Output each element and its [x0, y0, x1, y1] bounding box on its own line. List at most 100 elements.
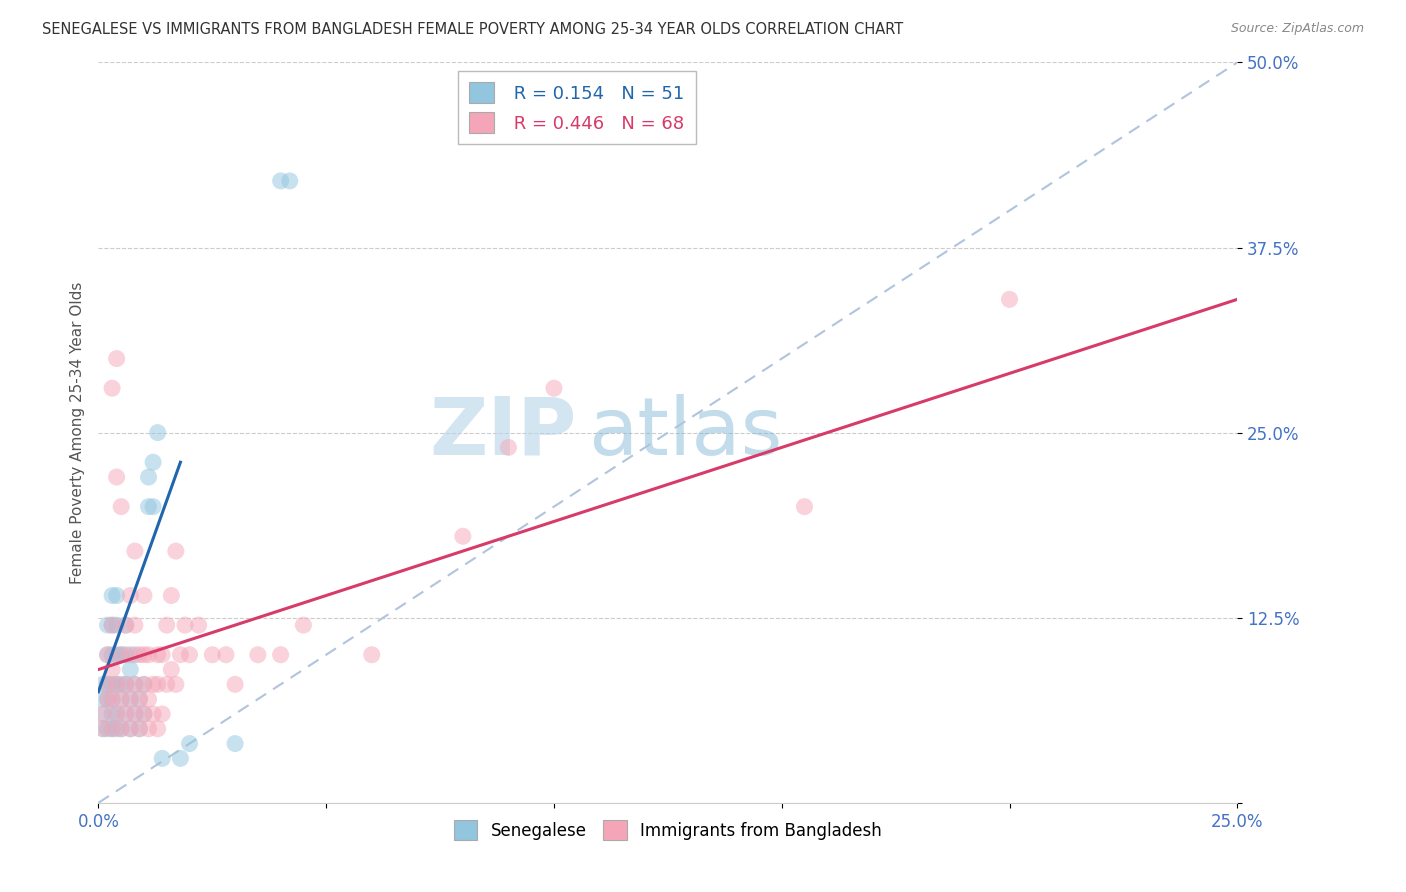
Point: [138, 500, 160, 514]
Point: [146, 677, 169, 691]
Point: [105, 706, 128, 721]
Point: [498, 441, 520, 455]
Point: [110, 692, 132, 706]
Point: [132, 589, 155, 603]
Point: [246, 648, 269, 662]
Point: [998, 293, 1021, 307]
Point: [91, 722, 114, 736]
Point: [201, 648, 224, 662]
Point: [150, 648, 173, 662]
Point: [110, 648, 132, 662]
Point: [91, 706, 114, 721]
Point: [91, 706, 114, 721]
Point: [96, 618, 118, 632]
Point: [156, 677, 179, 691]
Point: [114, 618, 136, 632]
Point: [105, 589, 128, 603]
Point: [96, 692, 118, 706]
Point: [96, 722, 118, 736]
Point: [120, 663, 142, 677]
Point: [120, 648, 142, 662]
Text: ZIP: ZIP: [429, 393, 576, 472]
Point: [101, 589, 124, 603]
Point: [96, 677, 118, 691]
Point: [114, 677, 136, 691]
Point: [91, 677, 114, 691]
Point: [124, 677, 146, 691]
Point: [142, 500, 165, 514]
Point: [101, 692, 124, 706]
Point: [451, 529, 474, 543]
Point: [105, 351, 128, 366]
Point: [101, 722, 124, 736]
Point: [101, 677, 124, 691]
Text: Source: ZipAtlas.com: Source: ZipAtlas.com: [1230, 22, 1364, 36]
Point: [110, 677, 132, 691]
Point: [105, 722, 128, 736]
Point: [105, 677, 128, 691]
Point: [132, 648, 155, 662]
Point: [169, 751, 191, 765]
Legend: Senegalese, Immigrants from Bangladesh: Senegalese, Immigrants from Bangladesh: [447, 814, 889, 847]
Point: [96, 692, 118, 706]
Point: [142, 677, 165, 691]
Point: [124, 677, 146, 691]
Y-axis label: Female Poverty Among 25-34 Year Olds: Female Poverty Among 25-34 Year Olds: [69, 282, 84, 583]
Point: [114, 677, 136, 691]
Point: [132, 706, 155, 721]
Point: [146, 648, 169, 662]
Point: [132, 677, 155, 691]
Point: [132, 706, 155, 721]
Point: [101, 663, 124, 677]
Point: [128, 692, 150, 706]
Point: [124, 706, 146, 721]
Point: [128, 648, 150, 662]
Point: [150, 751, 173, 765]
Point: [110, 692, 132, 706]
Point: [128, 722, 150, 736]
Point: [101, 692, 124, 706]
Point: [114, 706, 136, 721]
Point: [138, 648, 160, 662]
Point: [160, 663, 183, 677]
Point: [174, 618, 197, 632]
Point: [156, 618, 179, 632]
Point: [142, 455, 165, 469]
Point: [138, 692, 160, 706]
Point: [110, 722, 132, 736]
Point: [101, 706, 124, 721]
Point: [124, 706, 146, 721]
Point: [138, 470, 160, 484]
Point: [128, 692, 150, 706]
Point: [187, 618, 209, 632]
Point: [120, 722, 142, 736]
Point: [114, 648, 136, 662]
Point: [128, 722, 150, 736]
Point: [101, 722, 124, 736]
Point: [110, 722, 132, 736]
Point: [270, 648, 292, 662]
Point: [179, 737, 201, 751]
Point: [91, 692, 114, 706]
Point: [165, 677, 187, 691]
Point: [114, 706, 136, 721]
Point: [132, 677, 155, 691]
Point: [169, 648, 191, 662]
Text: SENEGALESE VS IMMIGRANTS FROM BANGLADESH FEMALE POVERTY AMONG 25-34 YEAR OLDS CO: SENEGALESE VS IMMIGRANTS FROM BANGLADESH…: [42, 22, 904, 37]
Point: [124, 544, 146, 558]
Point: [179, 648, 201, 662]
Point: [101, 618, 124, 632]
Point: [91, 722, 114, 736]
Point: [101, 618, 124, 632]
Point: [160, 589, 183, 603]
Point: [96, 648, 118, 662]
Point: [114, 618, 136, 632]
Point: [146, 425, 169, 440]
Point: [120, 722, 142, 736]
Point: [138, 722, 160, 736]
Point: [292, 618, 315, 632]
Point: [146, 722, 169, 736]
Point: [124, 648, 146, 662]
Point: [96, 677, 118, 691]
Point: [105, 677, 128, 691]
